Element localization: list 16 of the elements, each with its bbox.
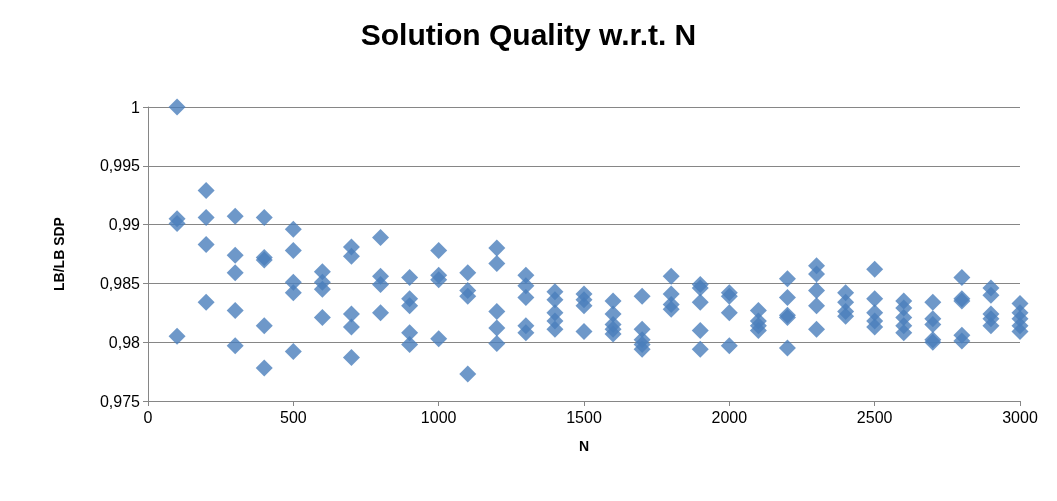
- y-tick-label: 0,99: [108, 216, 141, 234]
- y-tick-label: 0,985: [99, 274, 141, 292]
- x-tick-label: 2000: [711, 408, 748, 426]
- x-tick-label: 1500: [566, 408, 602, 426]
- y-tick-label: 1: [131, 98, 141, 116]
- y-tick-label: 0,98: [108, 333, 141, 351]
- x-tick-label: 2500: [856, 408, 893, 426]
- x-tick-label: 500: [279, 408, 307, 426]
- y-tick-label: 0,975: [99, 392, 141, 410]
- y-axis-title: LB/LB SDP: [51, 217, 67, 291]
- x-tick-label: 0: [143, 408, 153, 426]
- x-axis-title: N: [578, 438, 590, 454]
- x-tick-label: 1000: [420, 408, 457, 426]
- x-tick-label: 3000: [1002, 408, 1038, 426]
- chart-title: Solution Quality w.r.t. N: [360, 17, 697, 51]
- y-tick-label: 0,995: [99, 157, 141, 175]
